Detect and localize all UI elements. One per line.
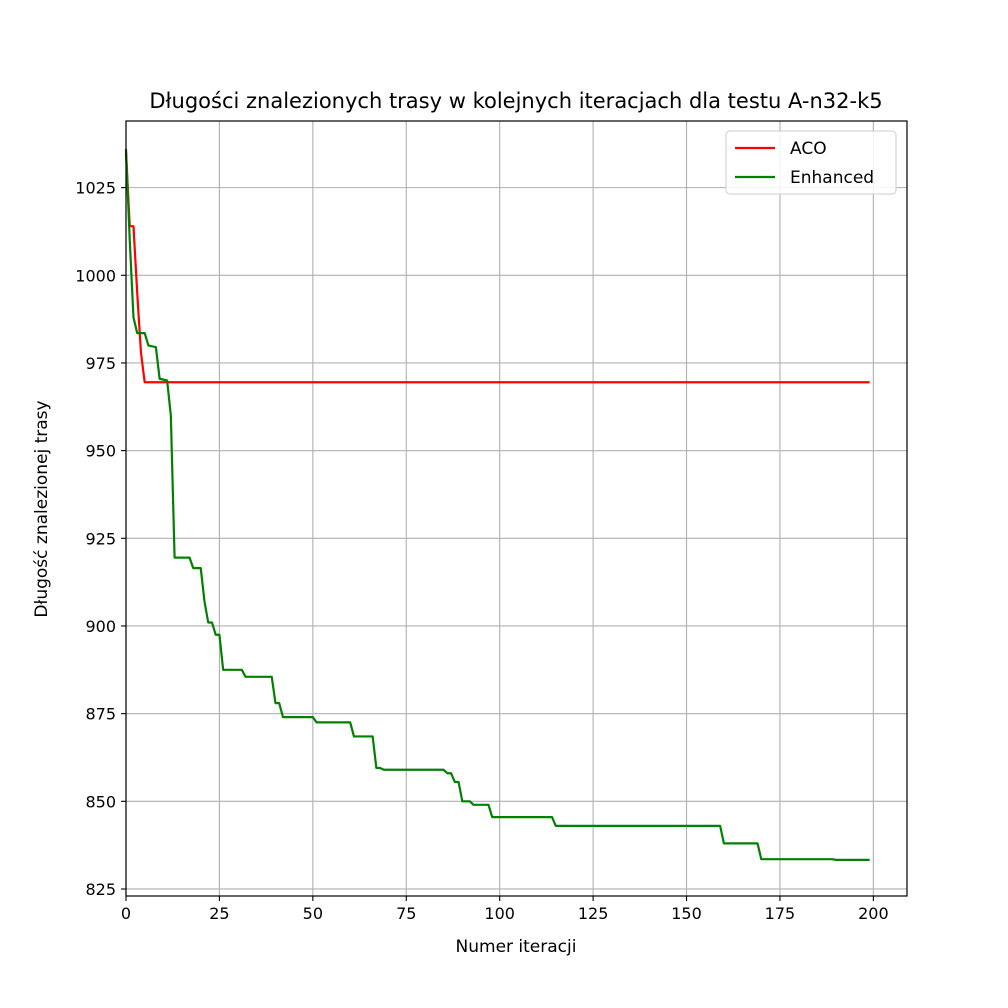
x-tick-label: 125 (578, 904, 609, 923)
chart-title: Długości znalezionych trasy w kolejnych … (149, 89, 882, 113)
x-tick-label: 150 (671, 904, 702, 923)
y-tick-label: 825 (85, 880, 116, 899)
y-tick-label: 900 (85, 617, 116, 636)
x-axis-label: Numer iteracji (456, 937, 577, 957)
y-tick-label: 1000 (75, 266, 116, 285)
series-line-enhanced (124, 149, 870, 861)
x-tick-label: 50 (303, 904, 323, 923)
x-tick-label: 75 (396, 904, 416, 923)
x-tick-label: 175 (765, 904, 796, 923)
legend-box (725, 130, 897, 195)
x-tick-label: 25 (209, 904, 229, 923)
plot-frame (125, 120, 908, 897)
x-axis-ticks: 0 25 50 75 100 125 150 175 200 (121, 896, 889, 923)
y-tick-label: 1025 (75, 179, 116, 198)
x-tick-label: 200 (858, 904, 889, 923)
legend: ACO Enhanced (725, 130, 897, 195)
y-tick-label: 950 (85, 442, 116, 461)
legend-label-enhanced: Enhanced (790, 168, 874, 188)
x-tick-label: 100 (484, 904, 515, 923)
legend-label-aco: ACO (790, 139, 827, 159)
y-tick-label: 850 (85, 792, 116, 811)
y-tick-label: 875 (85, 705, 116, 724)
y-tick-label: 925 (85, 529, 116, 548)
x-tick-label: 0 (121, 904, 131, 923)
y-tick-label: 975 (85, 354, 116, 373)
y-axis-ticks: 825 850 875 900 925 950 975 1000 1025 (75, 179, 126, 899)
y-axis-label: Długość znalezionej trasy (32, 400, 52, 617)
series-layer (124, 149, 870, 861)
grid (125, 121, 907, 896)
